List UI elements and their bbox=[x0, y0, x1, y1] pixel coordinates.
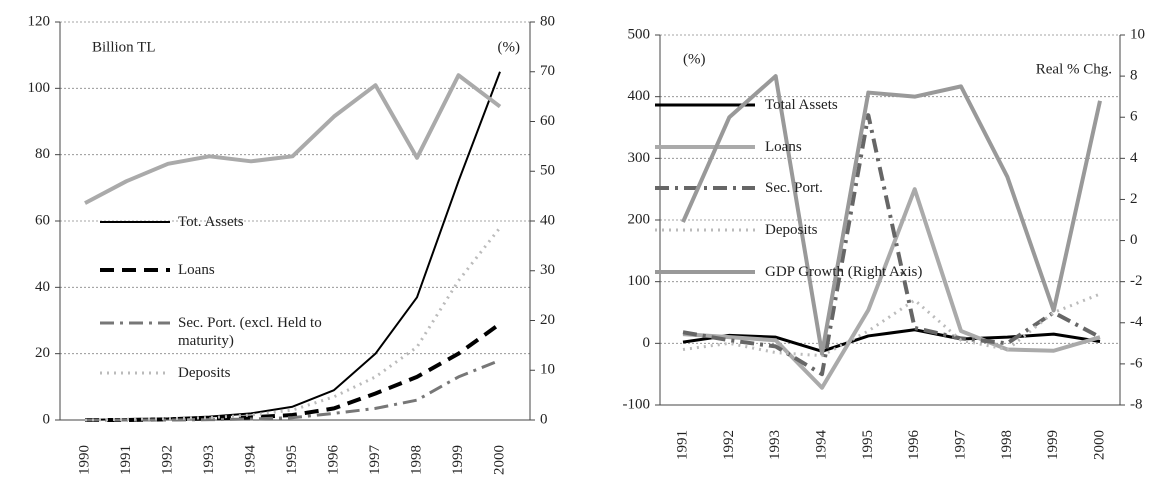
y-tick-label: 200 bbox=[628, 211, 651, 227]
y2-tick-label: 4 bbox=[1130, 150, 1138, 166]
y-tick-label: 40 bbox=[35, 279, 50, 295]
y2-tick-label: -6 bbox=[1130, 355, 1143, 371]
y-tick-label: 80 bbox=[35, 146, 50, 162]
series-line bbox=[682, 292, 1101, 358]
x-tick-label: 1998 bbox=[408, 445, 424, 475]
x-tick-label: 1995 bbox=[860, 430, 876, 460]
y2-tick-label: -4 bbox=[1130, 314, 1143, 330]
annotation: Billion TL bbox=[92, 39, 155, 55]
y2-tick-label: 40 bbox=[540, 212, 555, 228]
annotation: (%) bbox=[683, 51, 706, 67]
series-line bbox=[682, 187, 1101, 390]
y-tick-label: -100 bbox=[623, 396, 651, 412]
x-tick-label: 1994 bbox=[242, 445, 258, 476]
x-tick-label: 1997 bbox=[952, 430, 968, 461]
x-tick-label: 1991 bbox=[674, 430, 690, 460]
y-tick-label: 100 bbox=[28, 80, 51, 96]
x-tick-label: 1999 bbox=[1045, 430, 1061, 460]
legend-label: GDP Growth (Right Axis) bbox=[765, 264, 923, 280]
y2-tick-label: 10 bbox=[540, 362, 555, 378]
legend-label: Total Assets bbox=[765, 97, 838, 113]
y-tick-label: 400 bbox=[628, 88, 651, 104]
y2-tick-label: 10 bbox=[1130, 26, 1145, 42]
y-tick-label: 20 bbox=[35, 345, 50, 361]
legend-label: Tot. Assets bbox=[178, 214, 244, 230]
series-line bbox=[84, 73, 502, 205]
y2-tick-label: -2 bbox=[1130, 273, 1143, 289]
legend-label: Deposits bbox=[178, 365, 231, 381]
x-tick-label: 1997 bbox=[367, 445, 383, 476]
annotation: Real % Chg. bbox=[1036, 61, 1112, 77]
x-tick-label: 1996 bbox=[906, 430, 922, 461]
x-tick-label: 1993 bbox=[767, 430, 783, 460]
legend-label: Deposits bbox=[765, 222, 818, 238]
y-tick-label: 0 bbox=[43, 411, 51, 427]
annotation: (%) bbox=[498, 39, 521, 55]
x-tick-label: 2000 bbox=[1091, 430, 1107, 460]
series-line bbox=[681, 74, 1102, 356]
x-tick-label: 1999 bbox=[450, 445, 466, 475]
x-tick-label: 1995 bbox=[284, 445, 300, 475]
series-line bbox=[85, 358, 501, 422]
y2-tick-label: 8 bbox=[1130, 68, 1138, 84]
y2-tick-label: 0 bbox=[1130, 232, 1138, 248]
y2-tick-label: 30 bbox=[540, 262, 555, 278]
y2-tick-label: 6 bbox=[1130, 109, 1138, 125]
legend-label: Sec. Port. bbox=[765, 180, 823, 196]
x-tick-label: 1992 bbox=[159, 445, 175, 475]
x-tick-label: 1990 bbox=[76, 445, 92, 475]
y2-tick-label: 60 bbox=[540, 113, 555, 129]
legend-label: Loans bbox=[178, 262, 215, 278]
y2-tick-label: 2 bbox=[1130, 191, 1138, 207]
y-tick-label: 120 bbox=[28, 13, 51, 29]
y-tick-label: 500 bbox=[628, 26, 651, 42]
x-tick-label: 1994 bbox=[813, 430, 829, 461]
legend-label: Sec. Port. (excl. Held to maturity) bbox=[178, 315, 322, 349]
y-tick-label: 0 bbox=[643, 335, 651, 351]
x-tick-label: 1991 bbox=[118, 445, 134, 475]
series-line bbox=[682, 328, 1101, 353]
y-tick-label: 60 bbox=[35, 212, 50, 228]
y2-tick-label: 50 bbox=[540, 163, 555, 179]
y2-tick-label: 70 bbox=[540, 63, 555, 79]
y2-tick-label: 80 bbox=[540, 13, 555, 29]
x-tick-label: 1992 bbox=[721, 430, 737, 460]
legend-label: Loans bbox=[765, 139, 802, 155]
x-tick-label: 1996 bbox=[325, 445, 341, 476]
y2-tick-label: 20 bbox=[540, 312, 555, 328]
y-tick-label: 300 bbox=[628, 150, 651, 166]
x-tick-label: 1993 bbox=[201, 445, 217, 475]
series-line bbox=[682, 113, 1101, 377]
y-tick-label: 100 bbox=[628, 273, 651, 289]
y2-tick-label: -8 bbox=[1130, 396, 1143, 412]
y2-tick-label: 0 bbox=[540, 411, 548, 427]
x-tick-label: 2000 bbox=[491, 445, 507, 475]
x-tick-label: 1998 bbox=[999, 430, 1015, 460]
